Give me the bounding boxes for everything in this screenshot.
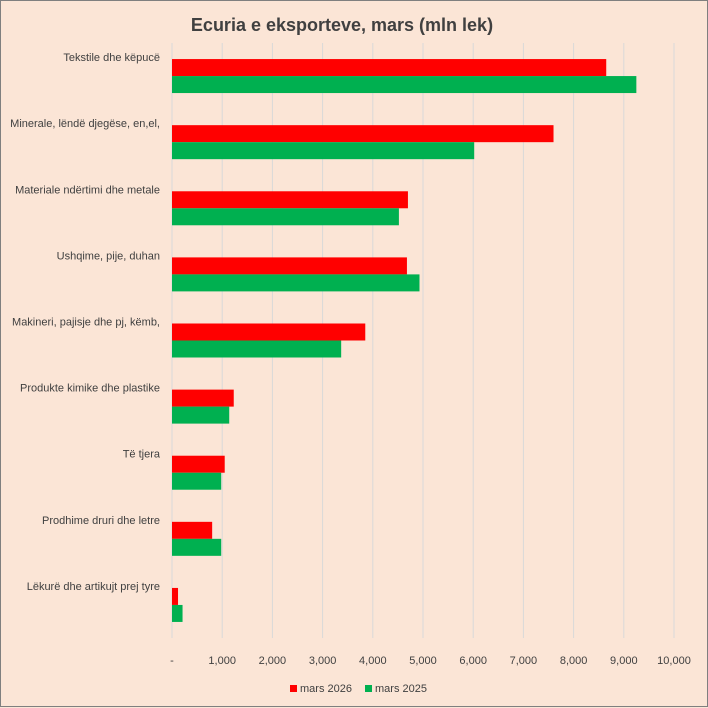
x-tick-label: 1,000 [208, 655, 236, 667]
bar-mars-2026 [172, 59, 607, 77]
category-label: Minerale, lëndë djegëse, en,el, [10, 118, 160, 130]
x-tick-label: 9,000 [610, 655, 638, 667]
x-tick-label: 5,000 [409, 655, 437, 667]
category-label: Produkte kimike dhe plastike [20, 383, 160, 395]
category-label: Ushqime, pije, duhan [57, 250, 160, 262]
x-tick-label: 7,000 [510, 655, 538, 667]
legend-swatch [290, 685, 297, 692]
category-label: Të tjera [123, 449, 161, 461]
bar-mars-2025 [172, 76, 637, 94]
x-tick-label: 2,000 [259, 655, 287, 667]
x-tick-label: - [170, 655, 174, 667]
x-tick-label: 8,000 [560, 655, 588, 667]
legend-label: mars 2025 [375, 683, 427, 695]
bar-mars-2026 [172, 191, 408, 209]
bar-mars-2025 [172, 208, 399, 226]
bar-mars-2026 [172, 587, 179, 605]
legend: mars 2026 mars 2025 [290, 683, 427, 695]
bar-mars-2025 [172, 472, 222, 490]
chart-title: Ecuria e eksporteve, mars (mln lek) [191, 15, 493, 35]
x-tick-label: 6,000 [459, 655, 487, 667]
bar-mars-2025 [172, 340, 342, 358]
bar-mars-2025 [172, 274, 420, 292]
category-label: Tekstile dhe këpucë [63, 52, 160, 64]
category-label: Lëkurë dhe artikujt prej tyre [27, 581, 160, 593]
x-tick-label: 10,000 [657, 655, 691, 667]
bar-mars-2025 [172, 142, 475, 160]
bar-mars-2025 [172, 604, 183, 622]
bar-mars-2026 [172, 455, 225, 473]
x-tick-label: 4,000 [359, 655, 387, 667]
category-label: Prodhime druri dhe letre [42, 515, 160, 527]
x-tick-label: 3,000 [309, 655, 337, 667]
bar-mars-2026 [172, 521, 213, 539]
bars [172, 59, 637, 622]
bar-mars-2025 [172, 406, 230, 424]
category-labels: Tekstile dhe këpucë Minerale, lëndë djegë… [10, 52, 161, 593]
bar-mars-2026 [172, 389, 234, 407]
bar-mars-2026 [172, 125, 554, 143]
bar-mars-2025 [172, 538, 222, 556]
x-axis-ticks: - 1,000 2,000 3,000 4,000 5,000 6,000 7,000 8,00… [170, 655, 691, 667]
bar-mars-2026 [172, 257, 407, 275]
category-label: Makineri, pajisje dhe pj, këmb, [12, 317, 160, 329]
legend-swatch [365, 685, 372, 692]
bar-mars-2026 [172, 323, 366, 341]
legend-label: mars 2026 [300, 683, 352, 695]
category-label: Materiale ndërtimi dhe metale [15, 184, 160, 196]
